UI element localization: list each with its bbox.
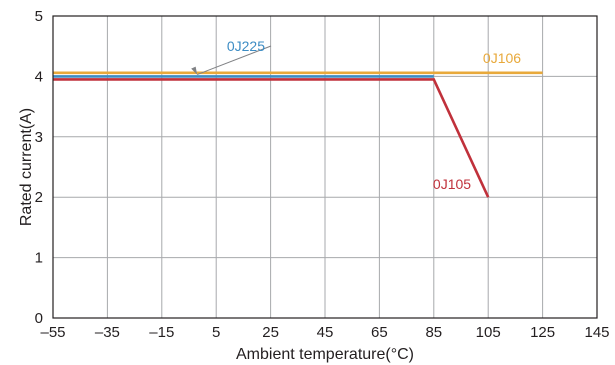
x-axis-label: Ambient temperature(°C) [236,346,414,363]
y-tick-labels: 0 1 2 3 4 5 [35,8,43,327]
x-tick-label: 105 [476,324,501,341]
x-tick-labels: –55 –35 –15 5 25 45 65 85 105 125 145 [40,324,609,341]
y-axis-label: Rated current(A) [18,108,35,226]
x-tick-label: –35 [95,324,120,341]
y-tick-label: 1 [35,250,43,267]
y-tick-label: 4 [35,68,43,85]
x-tick-label: 145 [584,324,609,341]
series-line-0j105 [53,78,490,198]
x-tick-label: 5 [212,324,220,341]
x-tick-label: –15 [149,324,174,341]
x-tick-label: 65 [371,324,388,341]
x-tick-label: 85 [425,324,442,341]
series-label-0j225: 0J225 [227,38,265,54]
annotation-arrowhead-0j225 [191,66,198,75]
annotation-leader-0j225 [196,45,272,76]
series-label-0j106: 0J106 [483,50,521,66]
y-tick-label: 3 [35,129,43,146]
series-lines [53,71,543,198]
series-annotations: 0J225 0J106 0J105 [191,38,521,192]
x-tick-label: 25 [262,324,279,341]
y-tick-label: 0 [35,310,43,327]
y-tick-label: 2 [35,189,43,206]
series-label-0j105: 0J105 [433,176,471,192]
y-tick-label: 5 [35,8,43,25]
x-tick-label: 125 [530,324,555,341]
x-tick-label: –55 [40,324,65,341]
x-tick-label: 45 [317,324,334,341]
plot-frame [52,15,598,319]
